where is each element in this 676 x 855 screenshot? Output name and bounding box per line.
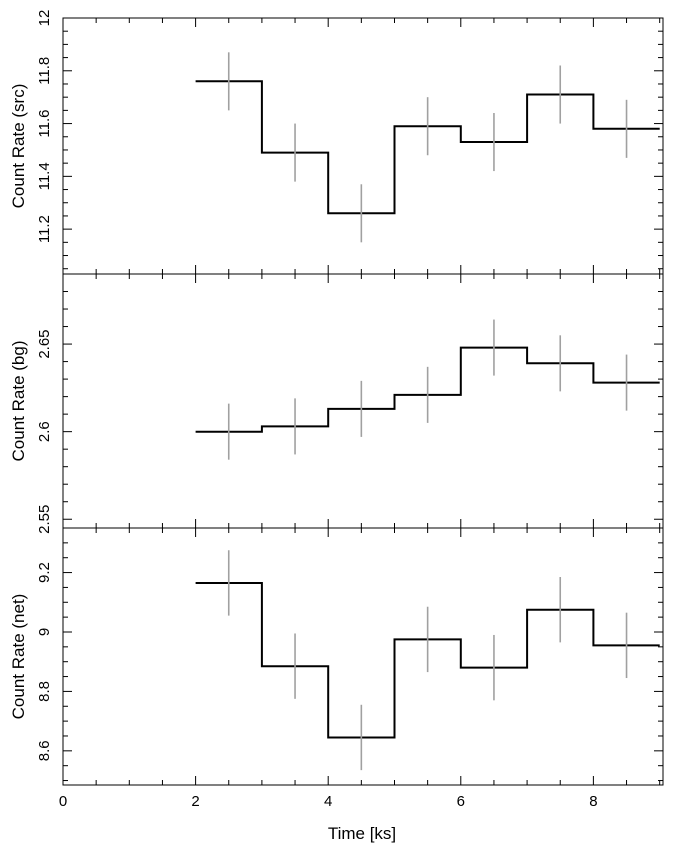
x-tick-label: 8 xyxy=(589,793,597,810)
x-tick-label: 6 xyxy=(457,793,465,810)
plot-frame-bg xyxy=(62,273,664,529)
y-tick-label-net: 8.8 xyxy=(36,681,53,702)
y-axis-title-bg: Count Rate (bg) xyxy=(9,341,28,462)
y-tick-label-bg: 2.6 xyxy=(36,421,53,442)
y-tick-label-src: 12 xyxy=(36,10,53,27)
y-tick-label-bg: 2.55 xyxy=(36,505,53,534)
panel-bg: 2.55 2.6 2.65 Count Rate (bg) xyxy=(9,273,664,534)
panel-net: 8.6 8.8 9 9.2 Count Rate (net) xyxy=(9,527,664,786)
y-tick-label-src: 11.4 xyxy=(36,162,53,190)
x-tick-label: 4 xyxy=(324,793,332,810)
plot-frame-net xyxy=(62,527,664,786)
y-tick-label-src: 11.6 xyxy=(36,110,53,138)
x-tick-label: 2 xyxy=(191,793,199,810)
y-tick-label-src: 11.2 xyxy=(36,215,53,243)
panel-src: 11.2 11.4 11.6 11.8 12 Count Rate (src) xyxy=(9,10,664,275)
y-tick-label-net: 9.2 xyxy=(36,562,53,583)
x-tick-label: 0 xyxy=(59,793,67,810)
y-tick-label-net: 9 xyxy=(36,628,53,636)
y-tick-label-net: 8.6 xyxy=(36,740,53,761)
y-axis-title-net: Count Rate (net) xyxy=(9,594,28,720)
y-tick-label-bg: 2.65 xyxy=(36,329,53,358)
plot-frame-src xyxy=(62,17,664,275)
x-axis-title: Time [ks] xyxy=(328,824,396,843)
y-axis-title-src: Count Rate (src) xyxy=(9,84,28,209)
y-tick-label-src: 11.8 xyxy=(36,57,53,85)
